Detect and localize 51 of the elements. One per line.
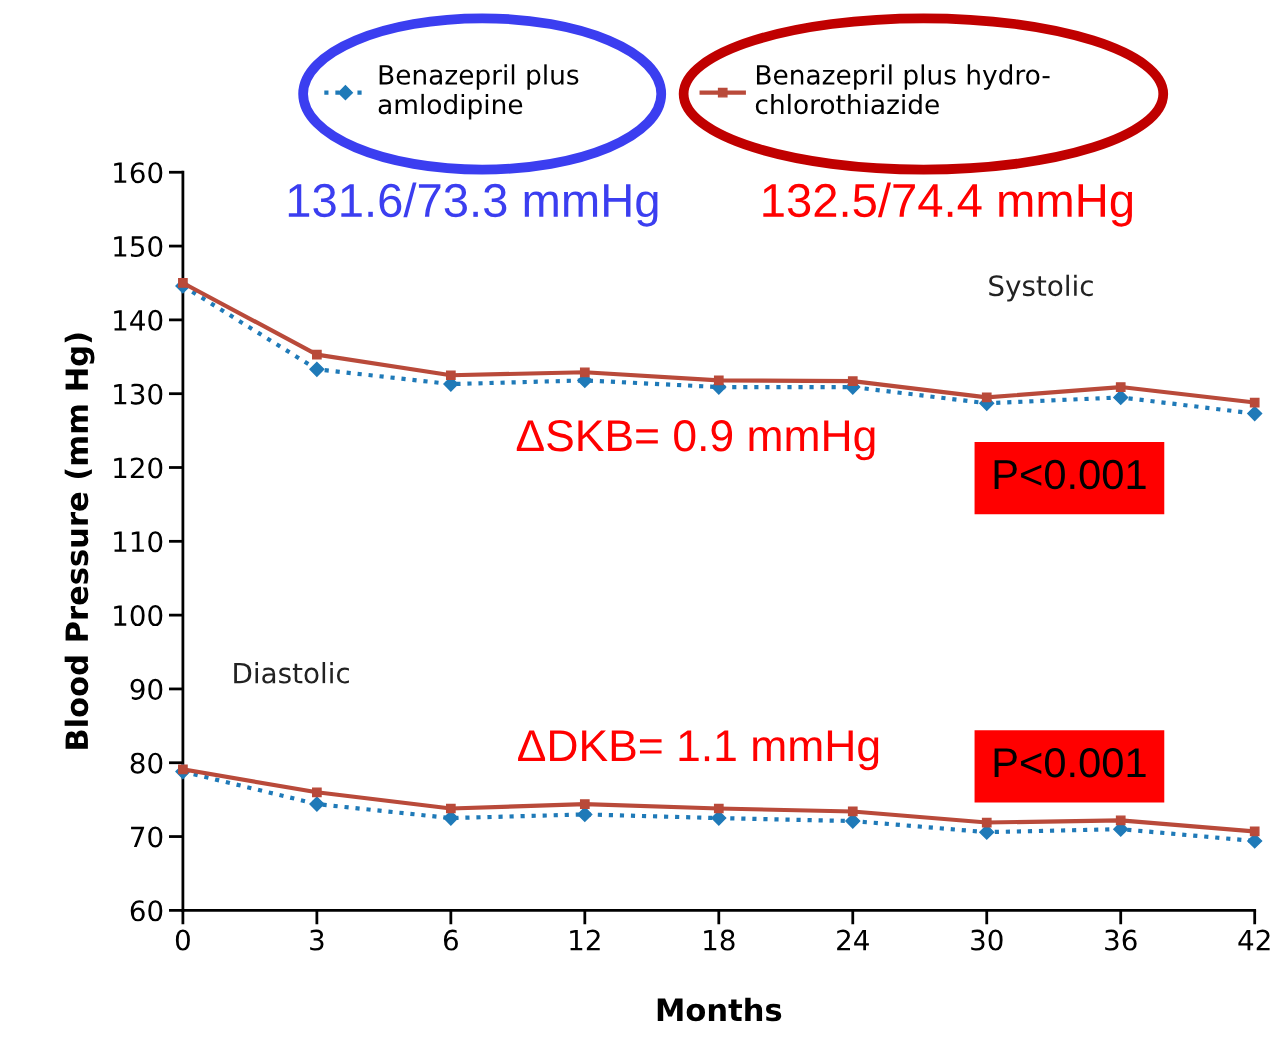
point — [445, 803, 456, 814]
annotation: Diastolic — [234, 662, 349, 684]
y-tick-label: 90 — [130, 678, 163, 700]
point — [312, 349, 322, 360]
point — [847, 376, 858, 387]
annotation: ΔDKB= 1.1 mmHg — [518, 730, 879, 771]
point — [713, 375, 724, 386]
x-tick-label: 18 — [704, 929, 735, 951]
x-tick-label: 30 — [971, 929, 1003, 951]
annotation: 132.5/74.4 mmHg — [763, 182, 1133, 227]
y-tick-label: 100 — [114, 605, 163, 627]
y-axis-title: Blood Pressure (mm Hg) — [64, 333, 95, 749]
point — [309, 796, 325, 812]
y-tick-label: 130 — [114, 383, 163, 405]
x-tick-label: 6 — [443, 929, 458, 951]
point — [579, 367, 590, 378]
x-tick-label: 0 — [175, 929, 190, 951]
y-tick-label: 110 — [114, 531, 163, 553]
point — [981, 392, 992, 403]
point — [981, 817, 992, 828]
point — [713, 803, 724, 814]
x-tick-label: 42 — [1238, 929, 1270, 951]
y-tick-label: 120 — [114, 457, 163, 479]
point — [1249, 397, 1260, 408]
x-axis-title: Months — [657, 997, 782, 1022]
point — [445, 370, 456, 381]
y-tick-label: 160 — [114, 162, 163, 184]
annotation: 131.6/73.3 mmHg — [288, 182, 658, 227]
point — [847, 806, 858, 817]
y-tick-label: 140 — [114, 309, 163, 331]
legend-label: Benazepril plus amlodipine — [378, 64, 579, 120]
point — [1249, 826, 1260, 837]
x-tick-label: 24 — [837, 929, 869, 951]
y-tick-label: 70 — [131, 826, 163, 848]
point — [579, 799, 590, 809]
y-tick-label: 150 — [114, 236, 163, 258]
point — [309, 361, 325, 377]
point — [1115, 815, 1126, 826]
annotation: P<0.001 — [994, 747, 1146, 778]
y-tick-label: 60 — [130, 900, 163, 922]
y-tick-label: 80 — [130, 752, 163, 774]
annotation: ΔSKB= 0.9 mmHg — [516, 419, 875, 461]
point — [1115, 382, 1126, 392]
point — [1247, 406, 1263, 422]
point — [312, 787, 322, 798]
x-tick-label: 3 — [310, 929, 324, 951]
annotation: P<0.001 — [994, 459, 1146, 490]
legend-label: Benazepril plus hydro- chlorothiazide — [755, 64, 1050, 115]
x-tick-label: 36 — [1105, 929, 1137, 951]
x-tick-label: 12 — [570, 929, 600, 951]
annotation: Systolic — [989, 274, 1093, 302]
